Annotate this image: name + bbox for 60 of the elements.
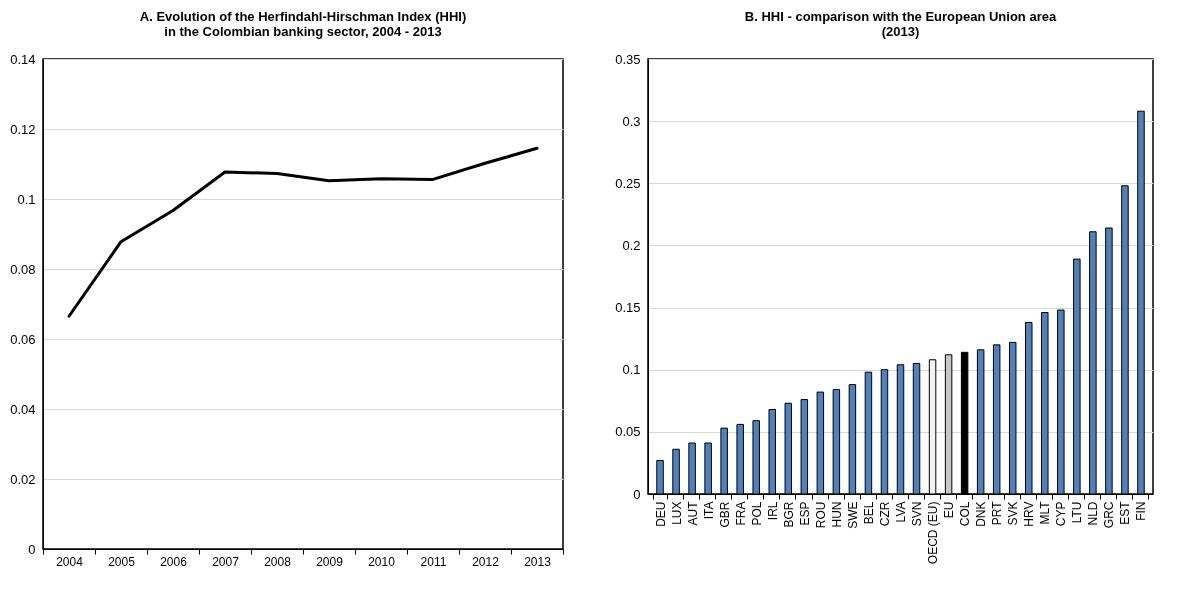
x-tick-label: DNK — [974, 501, 989, 527]
x-tick-label: 2012 — [472, 554, 500, 569]
x-tick-label: BEL — [861, 501, 876, 525]
x-tick-label: 2013 — [524, 554, 552, 569]
x-tick-label: CZR — [877, 501, 892, 527]
y-tick-label: 0.08 — [10, 261, 36, 277]
y-tick-label: 0 — [633, 486, 641, 502]
x-tick-label: HRV — [1022, 501, 1037, 527]
x-tick-label: BGR — [781, 501, 796, 528]
y-tick-label: 0.06 — [10, 331, 36, 347]
x-tick-label: DEU — [653, 501, 668, 527]
y-tick-label: 0.1 — [17, 191, 36, 207]
x-tick-label: LVA — [894, 501, 908, 523]
y-tick-label: 0.25 — [615, 175, 641, 191]
x-tick-label: SVN — [910, 501, 925, 527]
x-tick-label: MLT — [1038, 500, 1053, 525]
x-tick-label: ROU — [813, 501, 828, 529]
x-tick-label: EU — [942, 501, 957, 519]
x-tick-label: IRL — [765, 501, 780, 521]
y-tick-label: 0 — [28, 541, 36, 557]
line-series — [67, 146, 539, 318]
x-tick-label: POL — [749, 501, 764, 526]
x-tick-label: AUT — [685, 500, 700, 526]
x-tick-label: FRA — [733, 501, 748, 526]
y-tick-label: 0.1 — [622, 362, 641, 378]
x-tick-label: NLD — [1086, 501, 1101, 526]
x-tick-label: LUX — [669, 501, 684, 525]
x-tick-label: GBR — [717, 501, 732, 528]
x-tick-label: COL — [958, 501, 973, 527]
y-tick-label: 0.3 — [622, 113, 641, 129]
x-tick-label: CYP — [1054, 501, 1069, 527]
chart-title: B. HHI - comparison with the European Union area (2013) — [744, 9, 1057, 39]
y-tick-label: 0.04 — [10, 401, 36, 417]
x-tick-label: ITA — [701, 501, 716, 520]
x-tick-label: ESP — [797, 501, 812, 526]
x-tick-label: FIN — [1134, 501, 1149, 521]
y-tick-label: 0.15 — [615, 300, 641, 316]
y-tick-label: 0.12 — [10, 121, 36, 137]
x-tick-label: EST — [1118, 500, 1133, 525]
x-tick-label: SWE — [845, 501, 860, 529]
x-tick-label: OECD (EU) — [926, 501, 941, 565]
y-tick-label: 0.35 — [615, 51, 641, 67]
y-tick-label: 0.14 — [10, 51, 36, 67]
x-tick-label: 2009 — [316, 554, 344, 569]
y-tick-label: 0.02 — [10, 471, 36, 487]
x-tick-label: 2006 — [160, 554, 188, 569]
x-tick-label: 2010 — [368, 554, 396, 569]
x-tick-label: 2011 — [420, 554, 447, 569]
y-tick-label: 0.2 — [622, 237, 641, 253]
x-tick-label: 2008 — [264, 554, 292, 569]
x-tick-label: SVK — [1006, 501, 1021, 526]
x-tick-label: HUN — [829, 501, 844, 528]
y-tick-label: 0.05 — [615, 424, 641, 440]
x-tick-label: PRT — [990, 500, 1005, 526]
x-tick-label: 2005 — [108, 554, 136, 569]
chart-title: A. Evolution of the Herfindahl-Hirschman Index (HHI) in the Colombian banking sector, 2004 - 2013 — [139, 9, 467, 39]
x-tick-label: LTU — [1070, 501, 1085, 524]
x-tick-label: 2004 — [56, 554, 84, 569]
x-tick-label: GRC — [1102, 501, 1117, 529]
x-tick-label: 2007 — [212, 554, 240, 569]
